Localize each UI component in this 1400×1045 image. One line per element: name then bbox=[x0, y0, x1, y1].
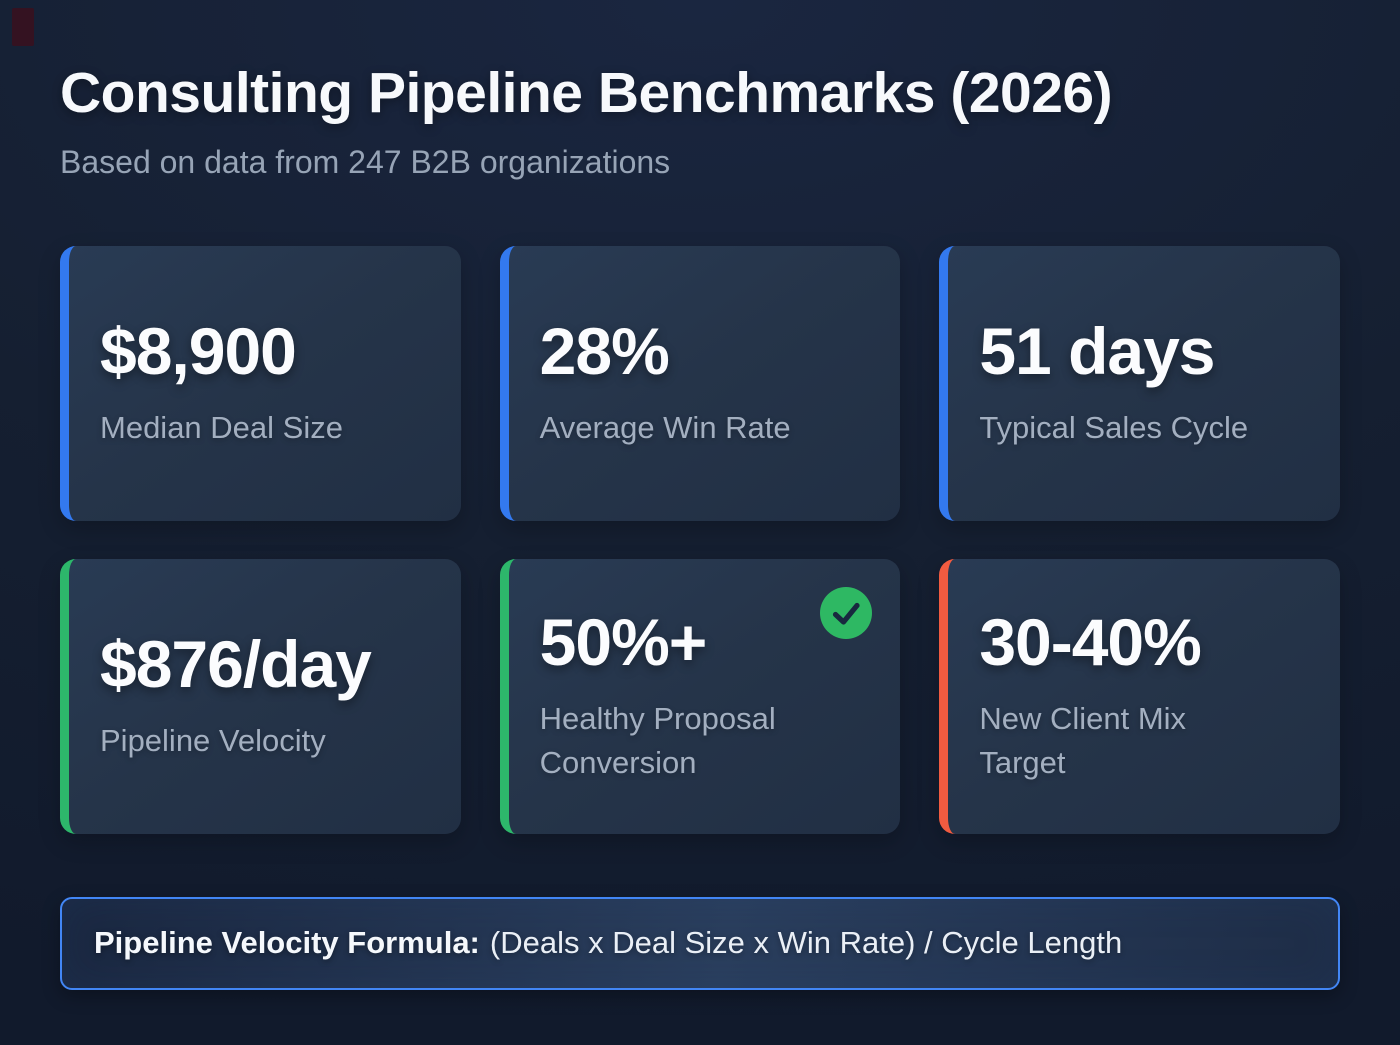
stat-label: Healthy Proposal Conversion bbox=[539, 700, 776, 780]
stat-label: Median Deal Size bbox=[100, 409, 343, 445]
stat-label: New Client Mix Target bbox=[979, 700, 1187, 780]
stat-card-pipeline-velocity: $876/day Pipeline Velocity bbox=[60, 558, 461, 834]
check-circle-icon bbox=[820, 586, 873, 639]
benchmarks-infographic: Consulting Pipeline Benchmarks (2026) Ba… bbox=[60, 60, 1340, 990]
stat-card-proposal-conversion: 50%+ Healthy Proposal Conversion bbox=[499, 558, 901, 834]
formula-text: (Deals x Deal Size x Win Rate) / Cycle L… bbox=[489, 924, 1123, 960]
stat-card-median-deal-size: $8,900 Median Deal Size bbox=[60, 245, 461, 521]
stat-card-average-win-rate: 28% Average Win Rate bbox=[499, 245, 901, 521]
corner-mark bbox=[12, 8, 34, 46]
stat-label: Average Win Rate bbox=[539, 409, 791, 445]
formula-label: Pipeline Velocity Formula: bbox=[94, 924, 480, 960]
stat-card-new-client-mix: 30-40% New Client Mix Target bbox=[939, 558, 1340, 834]
stat-value: 50%+ bbox=[539, 604, 708, 679]
page-title: Consulting Pipeline Benchmarks (2026) bbox=[60, 61, 1113, 125]
stat-label: Pipeline Velocity bbox=[100, 722, 326, 758]
page-subtitle: Based on data from 247 B2B organizations bbox=[60, 144, 671, 181]
stat-value: 28% bbox=[539, 313, 670, 388]
stat-value: 30-40% bbox=[979, 604, 1201, 679]
stat-value: $876/day bbox=[100, 626, 372, 701]
stat-value: $8,900 bbox=[100, 313, 297, 388]
page-header: Consulting Pipeline Benchmarks (2026) Ba… bbox=[60, 60, 1340, 184]
formula-callout: Pipeline Velocity Formula: (Deals x Deal … bbox=[60, 896, 1340, 990]
stat-card-sales-cycle: 51 days Typical Sales Cycle bbox=[939, 245, 1340, 521]
stat-value: 51 days bbox=[979, 313, 1215, 388]
stat-label: Typical Sales Cycle bbox=[979, 409, 1249, 445]
stat-card-grid: $8,900 Median Deal Size 28% Average Win … bbox=[60, 245, 1340, 834]
